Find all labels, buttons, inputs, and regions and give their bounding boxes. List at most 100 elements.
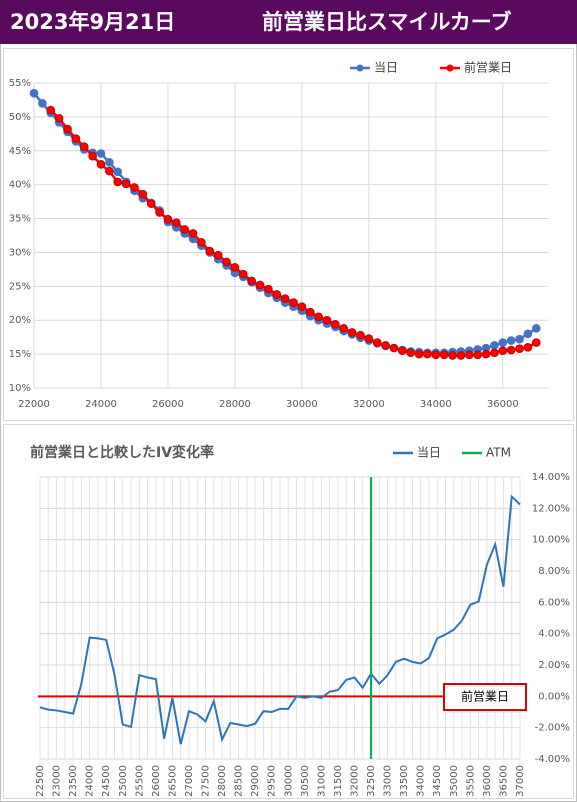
y-tick-label: 25%: [9, 281, 31, 292]
point: [465, 350, 474, 360]
x-tick-label: 36500: [498, 765, 509, 797]
point: [364, 334, 374, 343]
point: [456, 351, 466, 360]
reference-label-box: [443, 683, 527, 711]
point: [506, 336, 516, 345]
chart-frame: [3, 48, 574, 421]
point: [222, 257, 231, 267]
point: [255, 280, 265, 290]
point: [322, 315, 332, 325]
legend-label: 前営業日: [464, 60, 512, 75]
point: [155, 208, 164, 217]
y-tick-label: 4.00%: [538, 629, 570, 640]
x-tick-label: 35500: [465, 765, 476, 797]
point: [481, 349, 491, 359]
point: [264, 284, 273, 294]
y-tick-label: 40%: [9, 180, 31, 191]
x-tick-label: 32500: [366, 765, 377, 797]
point: [297, 302, 307, 311]
point: [180, 225, 189, 234]
x-tick-label: 32000: [349, 765, 360, 797]
point: [439, 350, 449, 360]
chart-frame: [3, 424, 574, 799]
x-tick-label: 24000: [85, 765, 96, 797]
y-tick-label: 50%: [9, 112, 31, 123]
point: [389, 343, 399, 353]
point: [105, 158, 114, 167]
point: [79, 142, 89, 152]
point: [88, 151, 97, 161]
x-tick-label: 30500: [300, 765, 311, 797]
point: [331, 319, 340, 329]
x-tick-label: 25500: [134, 765, 145, 797]
point: [272, 290, 282, 299]
point: [490, 348, 499, 358]
x-tick-label: 29000: [250, 765, 261, 797]
point: [423, 349, 432, 359]
y-tick-label: 12.00%: [532, 503, 570, 514]
point: [448, 351, 457, 360]
x-tick-label: 34000: [416, 765, 427, 797]
point: [213, 250, 223, 260]
point: [29, 88, 39, 98]
point: [339, 324, 349, 333]
point: [205, 246, 215, 256]
x-tick-label: 30000: [286, 399, 318, 410]
header-date: 2023年9月21日: [10, 10, 175, 34]
x-tick-label: 28000: [219, 399, 251, 410]
y-tick-label: 55%: [9, 78, 31, 89]
x-tick-label: 26000: [152, 399, 184, 410]
point: [381, 341, 390, 350]
point: [105, 166, 114, 176]
point: [172, 218, 181, 227]
legend-marker: [356, 64, 364, 72]
point: [372, 338, 382, 347]
point: [506, 345, 516, 355]
point: [163, 214, 173, 224]
point: [314, 312, 323, 322]
x-tick-label: 24500: [101, 765, 112, 797]
x-tick-label: 27000: [184, 765, 195, 797]
series-line: [39, 494, 521, 745]
point: [96, 149, 106, 158]
point: [398, 346, 407, 356]
y-tick-label: 14.00%: [532, 472, 570, 483]
point: [121, 179, 131, 189]
y-tick-label: 8.00%: [538, 566, 570, 577]
x-tick-label: 30000: [283, 765, 294, 797]
x-tick-label: 23500: [68, 765, 79, 797]
header-bar: [0, 0, 577, 44]
point: [130, 183, 139, 192]
x-tick-label: 26000: [151, 765, 162, 797]
x-tick-label: 34500: [432, 765, 443, 797]
point: [531, 338, 541, 347]
x-tick-label: 32000: [353, 399, 385, 410]
point: [523, 343, 533, 352]
point: [230, 263, 240, 272]
legend-label: ATM: [486, 446, 511, 460]
x-tick-label: 22500: [35, 765, 46, 797]
point: [96, 160, 106, 169]
x-tick-label: 23000: [52, 765, 63, 797]
y-tick-label: -4.00%: [535, 754, 570, 765]
y-tick-label: 0.00%: [538, 691, 570, 702]
y-tick-label: 15%: [9, 349, 31, 360]
point: [54, 113, 64, 123]
point: [498, 338, 508, 347]
y-tick-label: 10%: [9, 383, 31, 394]
x-tick-label: 27500: [201, 765, 212, 797]
point: [414, 349, 424, 359]
y-tick-label: 10.00%: [532, 535, 570, 546]
point: [515, 334, 524, 344]
point: [113, 167, 123, 177]
reference-label: 前営業日: [461, 689, 509, 704]
x-tick-label: 28500: [234, 765, 245, 797]
point: [71, 134, 81, 143]
y-tick-label: 30%: [9, 247, 31, 258]
point: [238, 269, 248, 279]
x-tick-label: 22000: [18, 399, 50, 410]
y-tick-label: 45%: [9, 146, 31, 157]
legend-label: 当日: [374, 61, 398, 75]
point: [356, 330, 365, 340]
